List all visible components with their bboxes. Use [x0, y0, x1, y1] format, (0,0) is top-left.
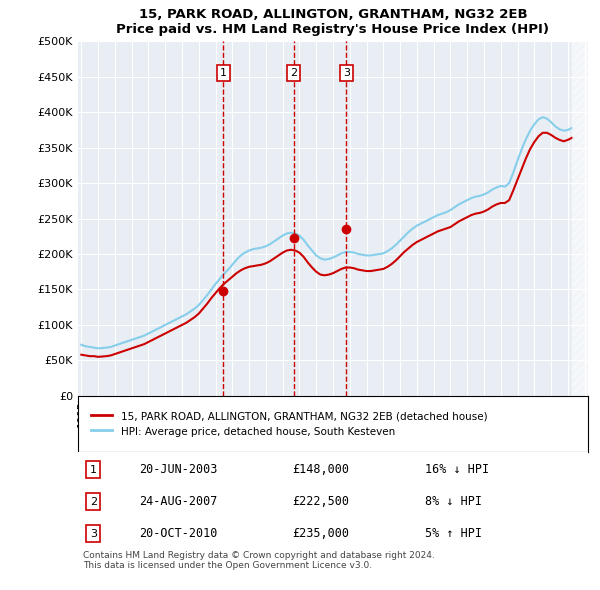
Title: 15, PARK ROAD, ALLINGTON, GRANTHAM, NG32 2EB
Price paid vs. HM Land Registry's H: 15, PARK ROAD, ALLINGTON, GRANTHAM, NG32…: [116, 8, 550, 36]
Text: £148,000: £148,000: [292, 463, 349, 476]
Text: 8% ↓ HPI: 8% ↓ HPI: [425, 495, 482, 508]
Text: 24-AUG-2007: 24-AUG-2007: [139, 495, 218, 508]
Text: 16% ↓ HPI: 16% ↓ HPI: [425, 463, 489, 476]
Text: 3: 3: [90, 529, 97, 539]
Text: 2: 2: [290, 68, 297, 78]
Text: £235,000: £235,000: [292, 527, 349, 540]
Text: 1: 1: [90, 465, 97, 475]
Text: 20-OCT-2010: 20-OCT-2010: [139, 527, 218, 540]
Text: 2: 2: [90, 497, 97, 507]
Text: Contains HM Land Registry data © Crown copyright and database right 2024.
This d: Contains HM Land Registry data © Crown c…: [83, 551, 435, 570]
Text: 3: 3: [343, 68, 350, 78]
Legend: 15, PARK ROAD, ALLINGTON, GRANTHAM, NG32 2EB (detached house), HPI: Average pric: 15, PARK ROAD, ALLINGTON, GRANTHAM, NG32…: [88, 408, 490, 440]
Text: £222,500: £222,500: [292, 495, 349, 508]
Text: 1: 1: [220, 68, 227, 78]
Text: 20-JUN-2003: 20-JUN-2003: [139, 463, 218, 476]
Text: 5% ↑ HPI: 5% ↑ HPI: [425, 527, 482, 540]
